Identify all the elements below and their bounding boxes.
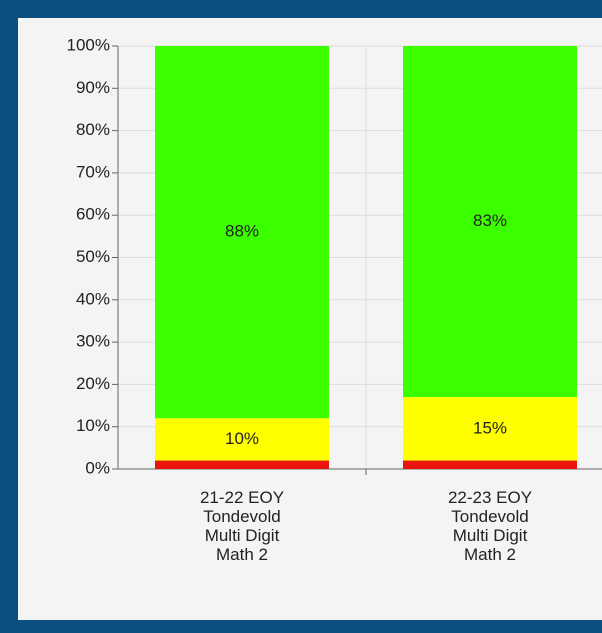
data-label: 15% — [473, 418, 507, 437]
y-tick-label: 30% — [76, 332, 110, 351]
data-label: 88% — [225, 222, 259, 241]
bar-segment — [155, 418, 329, 461]
bar-segment — [403, 460, 577, 469]
x-tick-label: 22-23 EOY Tondevold Multi Digit Math 2 — [447, 488, 533, 564]
y-tick-label: 20% — [76, 374, 110, 393]
y-tick-label: 0% — [85, 458, 110, 477]
y-tick-label: 90% — [76, 78, 110, 97]
y-tick-label: 40% — [76, 289, 110, 308]
y-tick-label: 70% — [76, 162, 110, 181]
bar-segment — [403, 397, 577, 461]
y-tick-label: 10% — [76, 416, 110, 435]
y-tick-label: 100% — [67, 35, 110, 54]
bar-segment — [403, 46, 577, 398]
y-tick-label: 50% — [76, 247, 110, 266]
bar-segment — [155, 46, 329, 419]
bar-segment — [155, 460, 329, 469]
y-tick-label: 80% — [76, 120, 110, 139]
data-label: 83% — [473, 211, 507, 230]
y-tick-label: 60% — [76, 205, 110, 224]
x-tick-label: 21-22 EOY Tondevold Multi Digit Math 2 — [199, 488, 285, 564]
data-label: 10% — [225, 429, 259, 448]
